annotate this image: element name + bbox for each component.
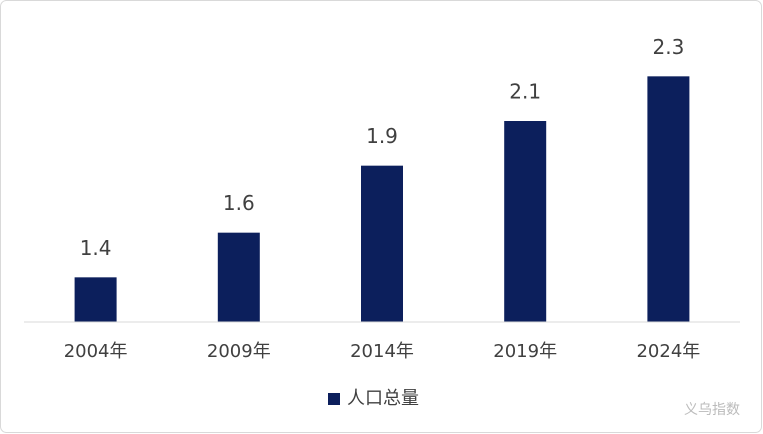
data-label: 1.4 xyxy=(80,236,112,260)
bar xyxy=(217,232,260,322)
x-tick-label: 2009年 xyxy=(207,341,271,362)
data-label: 2.1 xyxy=(509,80,541,104)
x-tick-label: 2019年 xyxy=(493,341,557,362)
watermark: 义乌指数 xyxy=(684,402,740,418)
data-label: 2.3 xyxy=(652,35,684,59)
legend-swatch xyxy=(328,393,340,405)
x-tick-label: 2014年 xyxy=(350,341,414,362)
bar xyxy=(74,277,117,322)
x-tick-label: 2004年 xyxy=(64,341,128,362)
legend-label: 人口总量 xyxy=(347,388,419,409)
bar xyxy=(361,165,403,322)
bar xyxy=(504,121,547,322)
data-label: 1.6 xyxy=(223,191,255,215)
data-label: 1.9 xyxy=(366,124,398,148)
bar xyxy=(647,76,690,322)
x-tick-label: 2024年 xyxy=(636,341,700,362)
